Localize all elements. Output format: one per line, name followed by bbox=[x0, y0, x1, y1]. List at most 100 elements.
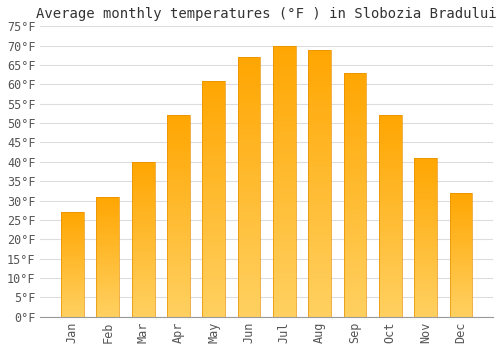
Bar bbox=[61, 241, 84, 244]
Bar bbox=[167, 260, 190, 265]
Bar bbox=[61, 265, 84, 267]
Bar bbox=[450, 208, 472, 210]
Bar bbox=[450, 205, 472, 208]
Bar bbox=[344, 175, 366, 180]
Bar bbox=[238, 223, 260, 229]
Bar bbox=[273, 105, 296, 111]
Bar bbox=[450, 257, 472, 260]
Bar bbox=[96, 228, 119, 230]
Bar bbox=[450, 287, 472, 289]
Bar bbox=[96, 242, 119, 245]
Bar bbox=[96, 298, 119, 300]
Bar bbox=[61, 294, 84, 296]
Bar bbox=[61, 306, 84, 308]
Bar bbox=[132, 181, 154, 183]
Bar bbox=[344, 278, 366, 283]
Bar bbox=[273, 121, 296, 127]
Bar bbox=[132, 304, 154, 308]
Bar bbox=[273, 262, 296, 268]
Bar bbox=[308, 215, 331, 220]
Bar bbox=[132, 215, 154, 218]
Bar bbox=[61, 275, 84, 277]
Bar bbox=[344, 263, 366, 268]
Bar bbox=[344, 107, 366, 112]
Bar bbox=[132, 162, 154, 317]
Bar bbox=[96, 307, 119, 310]
Bar bbox=[167, 168, 190, 172]
Bar bbox=[238, 203, 260, 208]
Bar bbox=[167, 132, 190, 135]
Bar bbox=[167, 212, 190, 216]
Bar bbox=[167, 276, 190, 281]
Bar bbox=[167, 244, 190, 248]
Bar bbox=[238, 270, 260, 275]
Bar bbox=[61, 271, 84, 273]
Bar bbox=[450, 228, 472, 230]
Bar bbox=[273, 273, 296, 279]
Bar bbox=[308, 189, 331, 194]
Bar bbox=[344, 258, 366, 263]
Bar bbox=[202, 80, 225, 317]
Bar bbox=[379, 127, 402, 132]
Bar bbox=[379, 313, 402, 317]
Bar bbox=[308, 274, 331, 279]
Bar bbox=[132, 270, 154, 273]
Bar bbox=[308, 103, 331, 108]
Bar bbox=[344, 170, 366, 175]
Bar bbox=[414, 279, 437, 282]
Bar bbox=[202, 114, 225, 118]
Bar bbox=[344, 219, 366, 224]
Bar bbox=[167, 200, 190, 204]
Bar bbox=[96, 197, 119, 199]
Bar bbox=[379, 276, 402, 281]
Bar bbox=[238, 296, 260, 301]
Bar bbox=[344, 117, 366, 121]
Bar bbox=[273, 284, 296, 290]
Bar bbox=[273, 230, 296, 236]
Bar bbox=[96, 211, 119, 213]
Bar bbox=[132, 187, 154, 190]
Bar bbox=[379, 289, 402, 293]
Bar bbox=[238, 109, 260, 114]
Bar bbox=[344, 302, 366, 307]
Bar bbox=[96, 286, 119, 288]
Bar bbox=[61, 212, 84, 214]
Bar bbox=[379, 244, 402, 248]
Bar bbox=[308, 220, 331, 226]
Bar bbox=[61, 302, 84, 304]
Bar bbox=[379, 224, 402, 228]
Bar bbox=[379, 192, 402, 196]
Bar bbox=[450, 255, 472, 257]
Bar bbox=[308, 247, 331, 253]
Bar bbox=[308, 269, 331, 274]
Bar bbox=[167, 192, 190, 196]
Bar bbox=[96, 209, 119, 211]
Bar bbox=[96, 247, 119, 250]
Bar bbox=[414, 212, 437, 215]
Bar bbox=[273, 208, 296, 214]
Bar bbox=[414, 250, 437, 253]
Bar bbox=[379, 204, 402, 208]
Bar bbox=[96, 252, 119, 254]
Bar bbox=[238, 166, 260, 172]
Bar bbox=[450, 203, 472, 205]
Bar bbox=[132, 165, 154, 168]
Bar bbox=[202, 256, 225, 260]
Bar bbox=[379, 196, 402, 200]
Bar bbox=[450, 218, 472, 220]
Bar bbox=[132, 258, 154, 261]
Bar bbox=[273, 236, 296, 241]
Bar bbox=[238, 312, 260, 317]
Bar bbox=[96, 271, 119, 274]
Bar bbox=[61, 273, 84, 275]
Bar bbox=[344, 288, 366, 292]
Bar bbox=[238, 93, 260, 99]
Bar bbox=[450, 307, 472, 309]
Bar bbox=[61, 248, 84, 250]
Bar bbox=[414, 295, 437, 298]
Bar bbox=[379, 260, 402, 265]
Bar bbox=[61, 267, 84, 269]
Bar bbox=[414, 272, 437, 275]
Bar bbox=[308, 253, 331, 258]
Bar bbox=[308, 82, 331, 87]
